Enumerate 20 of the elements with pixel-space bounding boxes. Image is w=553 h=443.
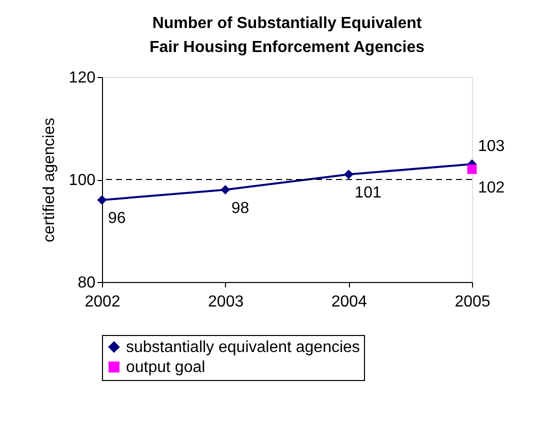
x-tick-label: 2003 xyxy=(208,294,244,310)
x-tick-label: 2004 xyxy=(331,294,368,310)
y-tick-label: 80 xyxy=(78,274,96,292)
point xyxy=(97,195,107,205)
y-tick-label: 120 xyxy=(68,70,96,86)
data-label: 101 xyxy=(354,184,382,202)
point xyxy=(220,185,230,194)
chart-title: Number of Substantially Equivalent Fair Housing Enforcement Agencies xyxy=(149,15,425,56)
y-axis-title: certified agencies xyxy=(40,118,58,242)
data-label: 103 xyxy=(478,138,505,156)
legend-label: output goal xyxy=(126,359,206,376)
x-tick-label: 2002 xyxy=(84,294,120,310)
x-tick-label: 2005 xyxy=(454,294,490,310)
data-label: 96 xyxy=(108,210,126,227)
data-label: 102 xyxy=(478,179,505,196)
y-tick-label: 100 xyxy=(68,172,96,189)
point xyxy=(467,164,477,174)
legend-label: substantially equivalent agencies xyxy=(126,339,360,356)
data-label: 98 xyxy=(231,200,250,217)
point xyxy=(344,170,354,180)
